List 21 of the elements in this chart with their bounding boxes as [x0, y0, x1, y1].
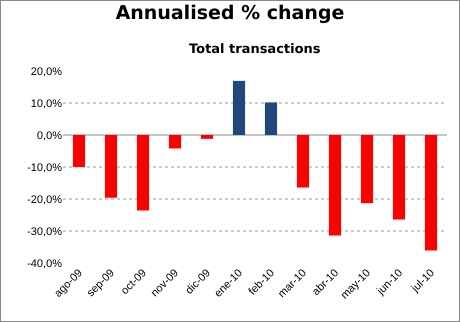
- bar: [392, 135, 406, 220]
- bar: [104, 135, 118, 198]
- chart-title: Annualised % change: [116, 2, 344, 24]
- y-tick-label: -40,0%: [27, 258, 62, 270]
- bar: [168, 135, 182, 148]
- bar: [296, 135, 310, 188]
- y-tick-label: 0,0%: [36, 130, 62, 142]
- y-tick-label: 20,0%: [30, 66, 62, 78]
- bar: [264, 102, 278, 135]
- y-tick-label: 10,0%: [30, 98, 62, 110]
- bar: [136, 135, 150, 211]
- bar: [328, 135, 342, 236]
- y-tick-label: -10,0%: [27, 162, 62, 174]
- bar: [232, 80, 246, 135]
- chart-subtitle: Total transactions: [189, 42, 321, 57]
- bar: [200, 135, 214, 139]
- bar: [424, 135, 438, 251]
- y-tick-label: -30,0%: [27, 226, 62, 238]
- bar: [360, 135, 374, 204]
- bar: [72, 135, 86, 167]
- y-tick-label: -20,0%: [27, 194, 62, 206]
